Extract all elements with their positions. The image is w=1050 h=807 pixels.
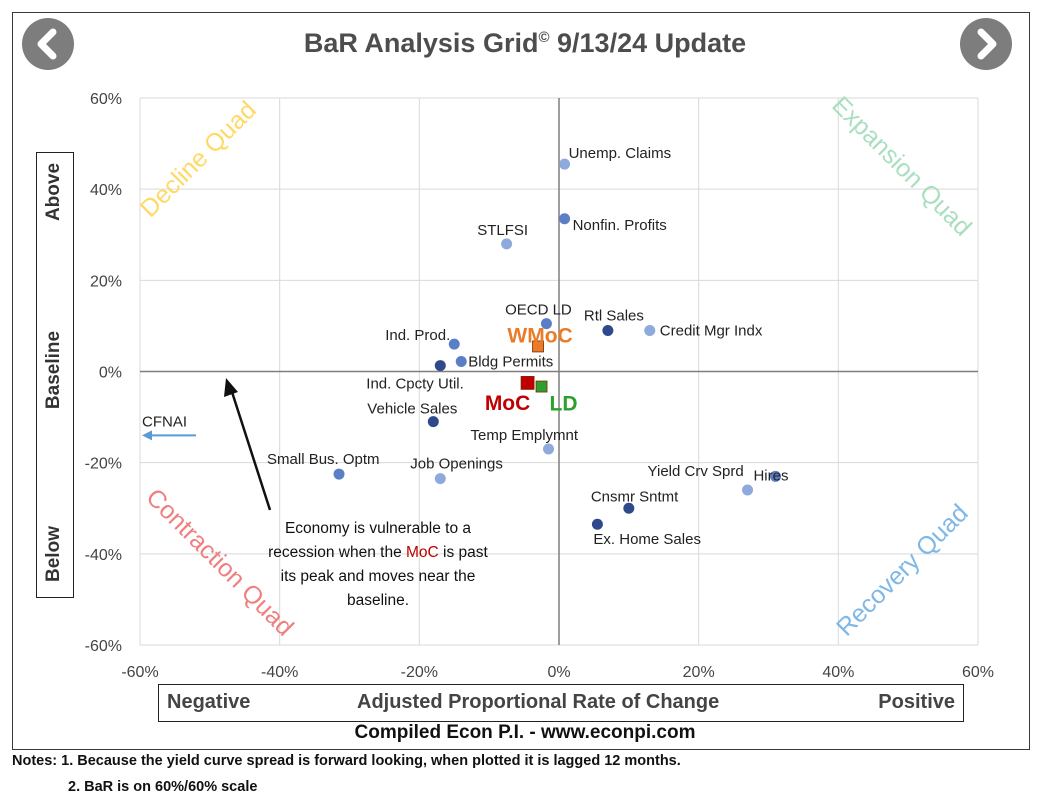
composite-marker — [520, 375, 535, 390]
x-tick-label: -20% — [401, 664, 438, 681]
data-point — [623, 502, 635, 514]
callout-text: Economy is vulnerable to a recession whe… — [268, 520, 488, 609]
y-axis-box — [36, 152, 74, 598]
data-point — [742, 484, 754, 496]
data-label: Unemp. Claims — [569, 145, 672, 162]
y-tick-label: 0% — [99, 365, 122, 382]
y-tick-label: 60% — [90, 91, 122, 108]
quadrant-label-expansion: Expansion Quad — [826, 91, 977, 242]
chevron-left-icon — [37, 28, 57, 60]
x-tick-label: 20% — [683, 664, 715, 681]
data-label: Job Openings — [410, 456, 503, 473]
x-tick-label: 0% — [547, 664, 570, 681]
y-tick-label: -20% — [85, 456, 122, 473]
offscale-label: CFNAI — [142, 413, 187, 430]
x-tick-label: 40% — [822, 664, 854, 681]
data-label: OECD LD — [505, 302, 572, 319]
compiled-by: Compiled Econ P.I. - www.econpi.com — [354, 722, 696, 743]
offscale-arrow-head — [142, 430, 152, 441]
note-1: Notes: 1. Because the yield curve spread… — [12, 753, 681, 769]
next-button[interactable] — [960, 18, 1012, 70]
data-label: Nonfin. Profits — [573, 217, 667, 234]
callout-arrow-line — [230, 391, 272, 511]
callout-highlight: MoC — [406, 544, 439, 561]
data-label: Ind. Cpcty Util. — [366, 376, 464, 393]
y-label-baseline: Baseline — [43, 330, 64, 410]
data-point — [455, 355, 467, 367]
data-point — [602, 324, 614, 336]
data-point — [540, 318, 552, 330]
y-tick-label: 40% — [90, 182, 122, 199]
chart-title: BaR Analysis Grid© 9/13/24 Update — [303, 28, 747, 58]
y-tick-label: 20% — [90, 273, 122, 290]
data-point — [591, 518, 603, 530]
y-tick-label: -60% — [85, 638, 122, 655]
composite-marker — [535, 380, 548, 393]
data-label: Vehicle Sales — [367, 401, 457, 418]
composite-label: LD — [550, 393, 578, 416]
x-tick-label: 60% — [962, 664, 994, 681]
note-2: 2. BaR is on 60%/60% scale — [68, 779, 258, 795]
quadrant-label-recovery: Recovery Quad — [831, 499, 974, 642]
data-label: Small Bus. Optm — [267, 451, 380, 468]
data-label: Credit Mgr Indx — [660, 322, 763, 339]
data-point — [769, 470, 781, 482]
composite-marker — [532, 340, 544, 353]
data-label: STLFSI — [477, 222, 528, 239]
data-point — [448, 338, 460, 350]
y-label-below: Below — [43, 526, 64, 582]
chevron-right-icon — [977, 28, 997, 60]
data-point — [644, 324, 656, 336]
data-label: Cnsmr Sntmt — [591, 488, 679, 505]
data-point — [501, 238, 513, 250]
x-axis-title: Adjusted Proportional Rate of Change — [357, 691, 720, 713]
data-label: Hires — [753, 467, 788, 484]
composite-label: MoC — [485, 392, 531, 415]
data-label: Yield Crv Sprd — [648, 463, 744, 480]
x-label-positive: Positive — [878, 691, 955, 713]
y-label-above: Above — [43, 162, 64, 222]
data-point — [427, 416, 439, 428]
composite-label: WMoC — [507, 324, 572, 347]
x-tick-label: -40% — [261, 664, 298, 681]
data-label: Rtl Sales — [584, 307, 644, 324]
quadrant-label-decline: Decline Quad — [135, 96, 262, 223]
data-label: Ex. Home Sales — [593, 531, 701, 548]
data-label: Temp Emplymnt — [471, 427, 579, 444]
data-point — [559, 158, 571, 170]
data-label: Ind. Prod. — [385, 327, 450, 344]
previous-button[interactable] — [22, 18, 74, 70]
data-point — [543, 443, 555, 455]
data-point — [434, 473, 446, 485]
x-tick-label: -60% — [121, 664, 158, 681]
x-axis-box: Negative Adjusted Proportional Rate of C… — [158, 684, 964, 722]
y-tick-label: -40% — [85, 547, 122, 564]
data-point — [434, 360, 446, 372]
data-label: Bldg Permits — [468, 353, 553, 370]
data-point — [333, 468, 345, 480]
data-point — [559, 213, 571, 225]
callout-arrow-head — [224, 378, 238, 397]
x-label-negative: Negative — [167, 691, 251, 713]
